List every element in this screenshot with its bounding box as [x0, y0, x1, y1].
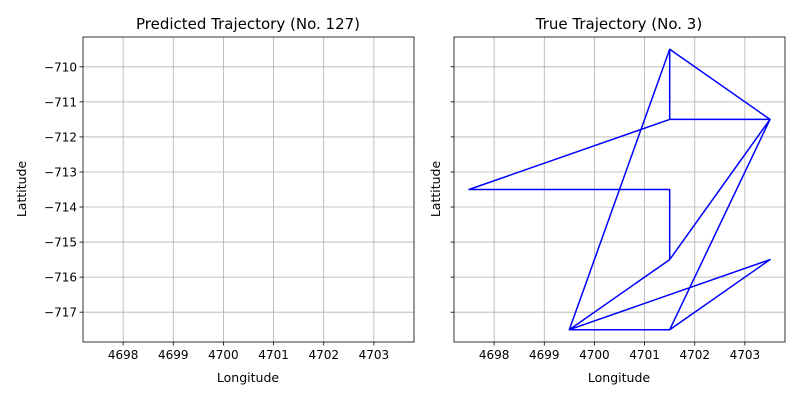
chart-title: Predicted Trajectory (No. 127)	[136, 15, 360, 33]
y-tick-label: −717	[44, 306, 77, 320]
y-axis-label: Lattitude	[428, 161, 443, 218]
y-axis-label: Lattitude	[14, 161, 29, 218]
x-tick-label: 4700	[579, 348, 610, 362]
y-tick-label: −713	[44, 165, 77, 179]
x-tick-label: 4701	[629, 348, 660, 362]
x-axis-label: Longitude	[588, 370, 650, 385]
y-tick-label: −716	[44, 271, 77, 285]
trajectory-line	[468, 48, 771, 331]
chart-title: True Trajectory (No. 3)	[535, 15, 702, 33]
subplot-true: True Trajectory (No. 3) 4698 4699 4700 4701…	[428, 15, 786, 385]
x-tick-label: 4699	[158, 348, 189, 362]
x-tick-label: 4703	[730, 348, 761, 362]
y-tick-label: −712	[44, 130, 77, 144]
y-tick-label: −710	[44, 60, 77, 74]
x-axis-label: Longitude	[217, 370, 279, 385]
plot-frame	[82, 36, 415, 343]
y-tick-label: −715	[44, 236, 77, 250]
x-tick-label: 4698	[479, 348, 510, 362]
x-tick-label: 4702	[308, 348, 339, 362]
x-tick-label: 4698	[108, 348, 139, 362]
subplot-predicted: Predicted Trajectory (No. 127) 4698 4699 4…	[14, 15, 415, 385]
y-tick-label: −711	[44, 95, 77, 109]
y-tick-label: −714	[44, 201, 77, 215]
x-tick-label: 4703	[359, 348, 390, 362]
plot-frame	[453, 36, 786, 343]
x-tick-label: 4699	[529, 348, 560, 362]
x-tick-label: 4702	[679, 348, 710, 362]
x-tick-label: 4700	[208, 348, 239, 362]
x-tick-label: 4701	[258, 348, 289, 362]
